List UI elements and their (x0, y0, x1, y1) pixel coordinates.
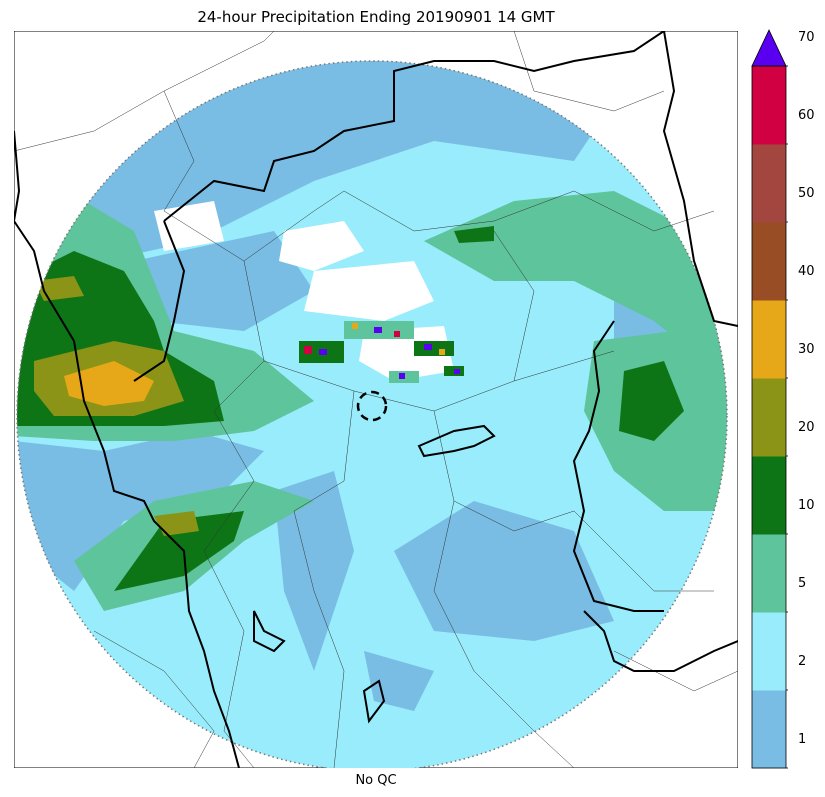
no-precip-gaps (154, 201, 454, 381)
colorbar-extend-arrow (751, 29, 787, 67)
colorbar-segment (752, 144, 786, 223)
colorbar-tick-5: 5 (798, 576, 807, 591)
colorbar-tick-2: 2 (798, 654, 807, 669)
colorbar-segment (752, 534, 786, 613)
precipitation-field (17, 61, 727, 768)
colorbar-outline (751, 65, 787, 769)
colorbar-tick-70: 70 (798, 30, 815, 45)
colorbar-tick-60: 60 (798, 108, 815, 123)
radar-map (14, 31, 738, 768)
colorbar-segment (752, 690, 786, 769)
colorbar-tick-50: 50 (798, 186, 815, 201)
map-title: 24-hour Precipitation Ending 20190901 14… (197, 8, 555, 26)
colorbar-tick-1: 1 (798, 732, 807, 747)
state-boundaries (14, 31, 738, 768)
colorbar-tick-40: 40 (798, 264, 815, 279)
colorbar-segment (752, 222, 786, 301)
radar-site-marker (356, 390, 388, 422)
colorbar-tick-30: 30 (798, 342, 815, 357)
colorbar-segment (752, 378, 786, 457)
district-boundaries (14, 31, 738, 768)
colorbar-segment (752, 612, 786, 691)
colorbar-tick-10: 10 (798, 498, 815, 513)
range-ring (16, 60, 728, 768)
colorbar-segment (752, 300, 786, 379)
x-axis-label: No QC (355, 773, 397, 788)
colorbar-segment (752, 456, 786, 535)
colorbar (751, 29, 788, 769)
precip-30-40-areas (64, 361, 154, 406)
colorbar-segment (752, 66, 786, 145)
precip-clutter-cells (299, 321, 464, 383)
colorbar-tick-20: 20 (798, 420, 815, 435)
